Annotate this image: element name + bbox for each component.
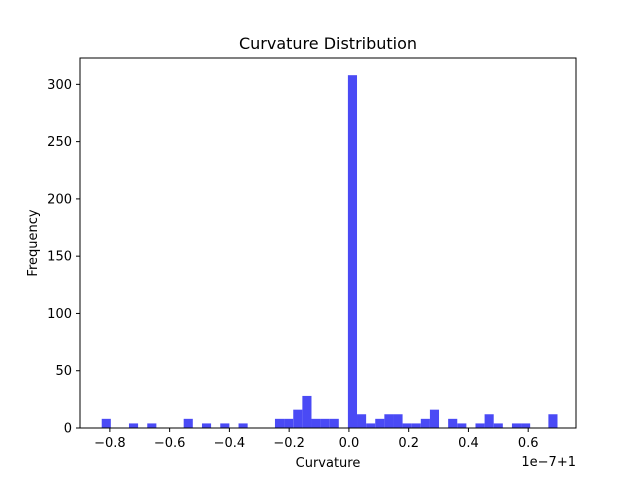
y-tick-label: 0 [64, 422, 72, 437]
histogram-bar [347, 75, 358, 428]
x-axis-offset-label: 1e−7+1 [521, 455, 576, 470]
y-axis-ticks: 0 50 100 150 200 250 300 [47, 78, 80, 437]
histogram-bar [366, 423, 376, 428]
histogram-bar [293, 409, 303, 428]
histogram-bar [521, 423, 531, 428]
histogram-bar [183, 418, 193, 428]
y-axis-label: Frequency [26, 209, 41, 276]
histogram-bar [448, 418, 458, 428]
histogram-bar [284, 418, 294, 428]
histogram-bar [320, 418, 330, 428]
histogram-bar [393, 414, 403, 428]
x-tick-label: 0.4 [458, 436, 479, 451]
histogram-bar [101, 418, 111, 428]
histogram-bar [274, 418, 285, 428]
y-tick-label: 100 [47, 307, 72, 322]
chart-title: Curvature Distribution [239, 34, 417, 53]
histogram-bar [329, 418, 339, 428]
histogram-bar [375, 418, 385, 428]
histogram-bar [475, 423, 485, 428]
histogram-bar [147, 423, 157, 428]
x-tick-label: −0.8 [94, 436, 126, 451]
histogram-bar [201, 423, 212, 428]
histogram-bar [311, 418, 321, 428]
x-tick-label: −0.6 [154, 436, 186, 451]
x-tick-label: −0.4 [214, 436, 246, 451]
y-tick-label: 150 [47, 250, 72, 265]
x-tick-label: −0.2 [273, 436, 305, 451]
histogram-bar [384, 414, 394, 428]
histogram-bar [402, 423, 412, 428]
histogram-bar [420, 418, 430, 428]
histogram-bar [220, 423, 230, 428]
histogram-bar [429, 409, 440, 428]
x-tick-label: 0.2 [398, 436, 419, 451]
histogram-bar [548, 414, 558, 428]
histogram-bar [493, 423, 503, 428]
histogram-bar [511, 423, 522, 428]
y-tick-label: 250 [47, 135, 72, 150]
histogram-bar [484, 414, 494, 428]
y-tick-label: 300 [47, 78, 72, 93]
y-tick-label: 200 [47, 192, 72, 207]
histogram-bar [357, 414, 367, 428]
x-axis-ticks: −0.8 −0.6 −0.4 −0.2 0.0 0.2 0.4 0.6 [94, 428, 539, 451]
y-tick-label: 50 [55, 364, 72, 379]
x-tick-label: 0.0 [339, 436, 360, 451]
plot-frame [79, 57, 577, 429]
x-tick-label: 0.6 [518, 436, 539, 451]
histogram-bar [128, 423, 139, 428]
histogram-bar [302, 395, 312, 428]
x-axis-label: Curvature [296, 456, 361, 471]
histogram-bar [457, 423, 467, 428]
bars-group [101, 75, 558, 428]
histogram-bar [411, 423, 421, 428]
histogram-bar [238, 423, 248, 428]
